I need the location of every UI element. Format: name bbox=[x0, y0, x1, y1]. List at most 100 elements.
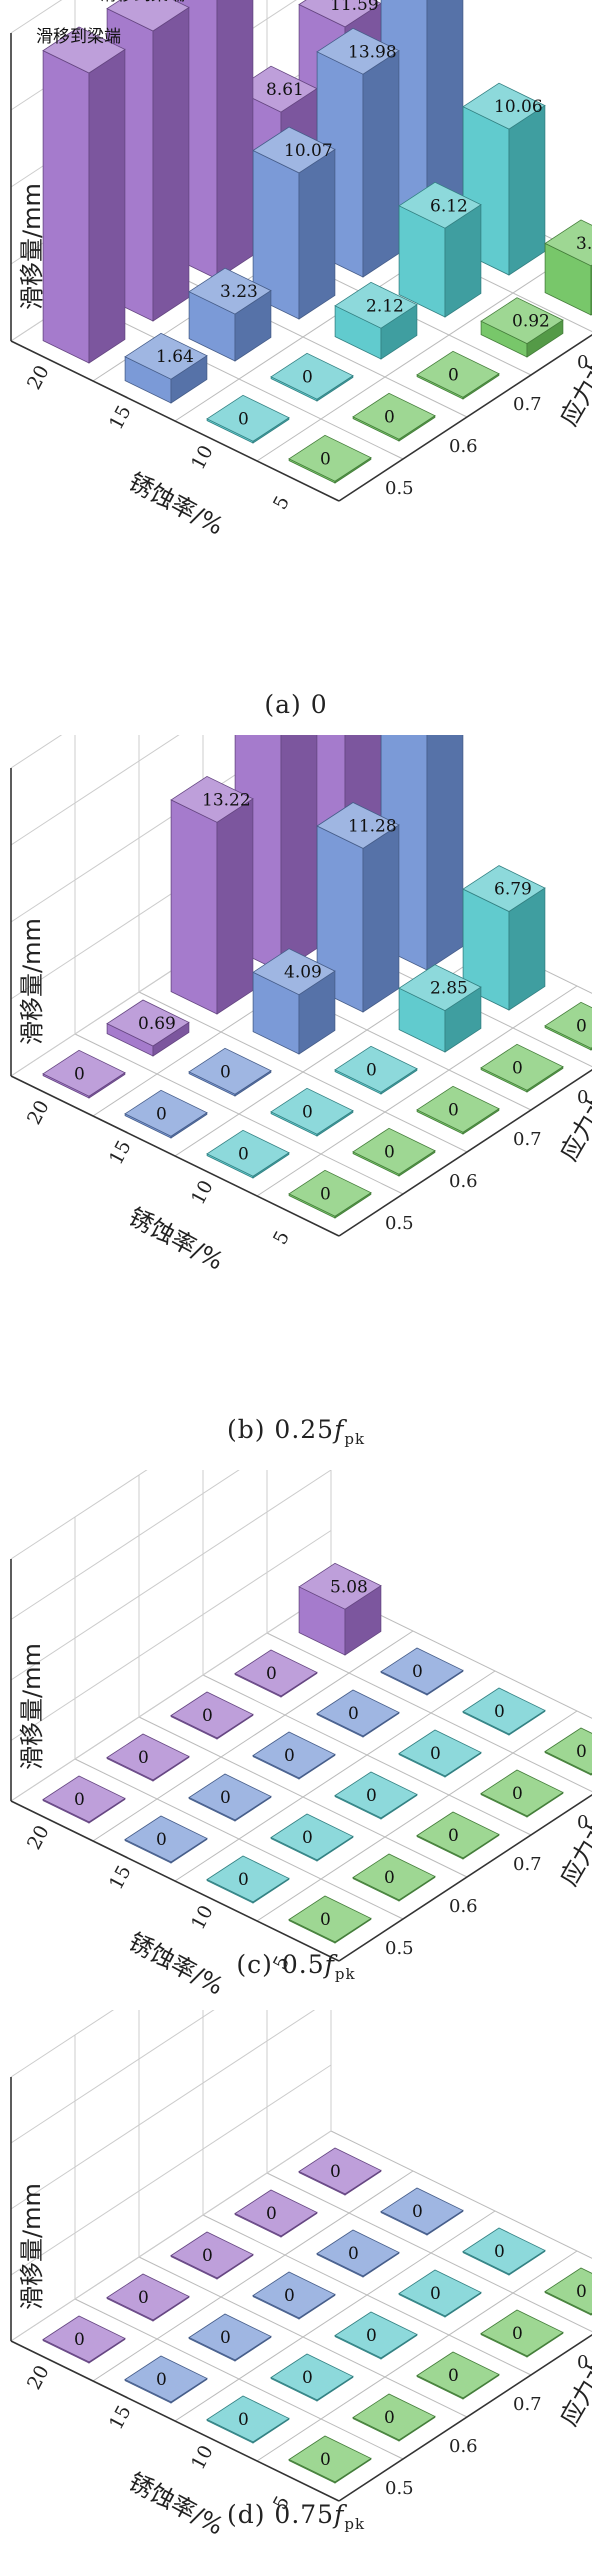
data-label: 0 bbox=[448, 2366, 459, 2386]
bar bbox=[544, 2267, 592, 2316]
data-label: 0 bbox=[138, 1748, 149, 1768]
bar-face-top bbox=[352, 392, 436, 440]
caption-b-text: (b) 0.25 bbox=[226, 1415, 335, 1444]
data-label: 0 bbox=[576, 2282, 587, 2302]
data-label: 0 bbox=[412, 1662, 423, 1682]
data-label: 6.12 bbox=[430, 196, 468, 216]
bar bbox=[352, 1853, 436, 1902]
data-label: 0 bbox=[266, 1664, 277, 1684]
bar bbox=[380, 2187, 464, 2236]
bar-face-top bbox=[252, 948, 336, 996]
bar-face-side bbox=[508, 104, 546, 276]
data-label: 0 bbox=[238, 1144, 249, 1164]
bar-face-front bbox=[170, 799, 218, 1015]
bar-face-side bbox=[216, 0, 254, 280]
y-tick-label: 0.7 bbox=[513, 1129, 542, 1150]
data-label: 0 bbox=[512, 2324, 523, 2344]
bar-face-side bbox=[298, 148, 336, 320]
data-label: 0.92 bbox=[512, 312, 550, 332]
data-label: 0.69 bbox=[138, 1014, 176, 1034]
bar bbox=[334, 281, 418, 360]
x-axis-line bbox=[10, 1800, 340, 1962]
bar bbox=[544, 1001, 592, 1051]
caption-a-text: (a) 0 bbox=[264, 690, 328, 719]
y-axis-line bbox=[338, 334, 592, 502]
caption-c: (c) 0.5fpk bbox=[0, 1950, 592, 1983]
bar bbox=[352, 1127, 436, 1177]
data-label: 11.28 bbox=[348, 816, 397, 836]
bar bbox=[380, 1647, 464, 1696]
bar-face-top bbox=[288, 1169, 372, 1217]
bar bbox=[206, 1129, 290, 1179]
caption-b: (b) 0.25fpk bbox=[0, 1415, 592, 1448]
bar-face-top bbox=[544, 1727, 592, 1775]
z-axis-title: 滑移量/mm bbox=[18, 183, 46, 310]
bar-face-top bbox=[398, 181, 482, 229]
bar-chart-a: 20151050.50.60.70.80.9锈蚀率/%应力水平滑移量/mm11.… bbox=[10, 0, 592, 541]
bar-face-top bbox=[106, 0, 190, 32]
data-label: 0 bbox=[320, 1184, 331, 1204]
bar bbox=[398, 181, 482, 318]
data-label: 0 bbox=[320, 449, 331, 469]
bar bbox=[42, 1049, 126, 1099]
floor-gridline bbox=[92, 2170, 414, 2382]
bar-face-top bbox=[124, 332, 208, 380]
bar-face-top bbox=[170, 2231, 254, 2279]
data-label: 13.22 bbox=[202, 790, 251, 810]
data-label: 0 bbox=[284, 2286, 295, 2306]
data-label: 0 bbox=[74, 1790, 85, 1810]
bar bbox=[316, 802, 400, 1013]
bar bbox=[252, 126, 336, 320]
wall-gridline bbox=[10, 2064, 332, 2276]
data-label: 0 bbox=[202, 1706, 213, 1726]
bar-face-top bbox=[206, 1129, 290, 1177]
y-tick-label: 0.5 bbox=[385, 1938, 414, 1959]
bar bbox=[270, 1087, 354, 1137]
floor-gridline bbox=[256, 250, 578, 462]
data-label: 4.09 bbox=[284, 963, 322, 983]
bars bbox=[42, 1562, 592, 1944]
x-tick-label: 10 bbox=[187, 1902, 218, 1934]
bar-face-top bbox=[462, 865, 546, 912]
chart-panel-c: 20151050.50.60.70.80.9锈蚀率/%应力水平滑移量/mm5.0… bbox=[0, 1470, 592, 2010]
data-label: 0 bbox=[330, 2162, 341, 2182]
x-tick-label: 10 bbox=[187, 1177, 218, 1209]
bar-face-top bbox=[398, 964, 482, 1012]
bar bbox=[106, 1733, 190, 1782]
bar-face-top bbox=[270, 352, 354, 400]
bar bbox=[206, 2395, 290, 2444]
bar bbox=[188, 267, 272, 362]
bars bbox=[42, 2147, 592, 2484]
wall-gridline bbox=[10, 2010, 316, 2210]
bar bbox=[206, 394, 290, 444]
bar bbox=[206, 1855, 290, 1904]
bar bbox=[416, 1811, 500, 1860]
y-tick-label: 0.7 bbox=[513, 1854, 542, 1875]
bar-face-top bbox=[334, 281, 418, 329]
data-label: 0 bbox=[448, 365, 459, 385]
bar-chart-d: 20151050.50.60.70.80.9锈蚀率/%应力水平滑移量/mm000… bbox=[10, 2010, 592, 2541]
x-tick-label: 5 bbox=[269, 1227, 294, 1248]
data-label: 0 bbox=[74, 2330, 85, 2350]
data-label: 0 bbox=[302, 367, 313, 387]
bar-face-top bbox=[252, 2271, 336, 2319]
x-tick-label: 10 bbox=[187, 442, 218, 474]
bar bbox=[398, 1729, 482, 1778]
bar bbox=[270, 352, 354, 402]
bar bbox=[252, 1731, 336, 1780]
bar-face-top bbox=[416, 1085, 500, 1133]
end-slip-label: 滑移到梁端 bbox=[100, 0, 185, 5]
bars bbox=[42, 0, 592, 484]
bar-face-top bbox=[270, 1087, 354, 1135]
bar-face-top bbox=[334, 1771, 418, 1819]
bar bbox=[480, 1043, 564, 1093]
bar-face-top bbox=[316, 27, 400, 75]
data-label: 0 bbox=[266, 2204, 277, 2224]
bar bbox=[334, 1045, 418, 1095]
bar-face-top bbox=[188, 1773, 272, 1821]
data-label: 0 bbox=[74, 1064, 85, 1084]
bar-face-top bbox=[398, 2269, 482, 2317]
bar bbox=[252, 2271, 336, 2320]
bar-face-top bbox=[544, 2267, 592, 2315]
data-label: 0 bbox=[494, 2242, 505, 2262]
